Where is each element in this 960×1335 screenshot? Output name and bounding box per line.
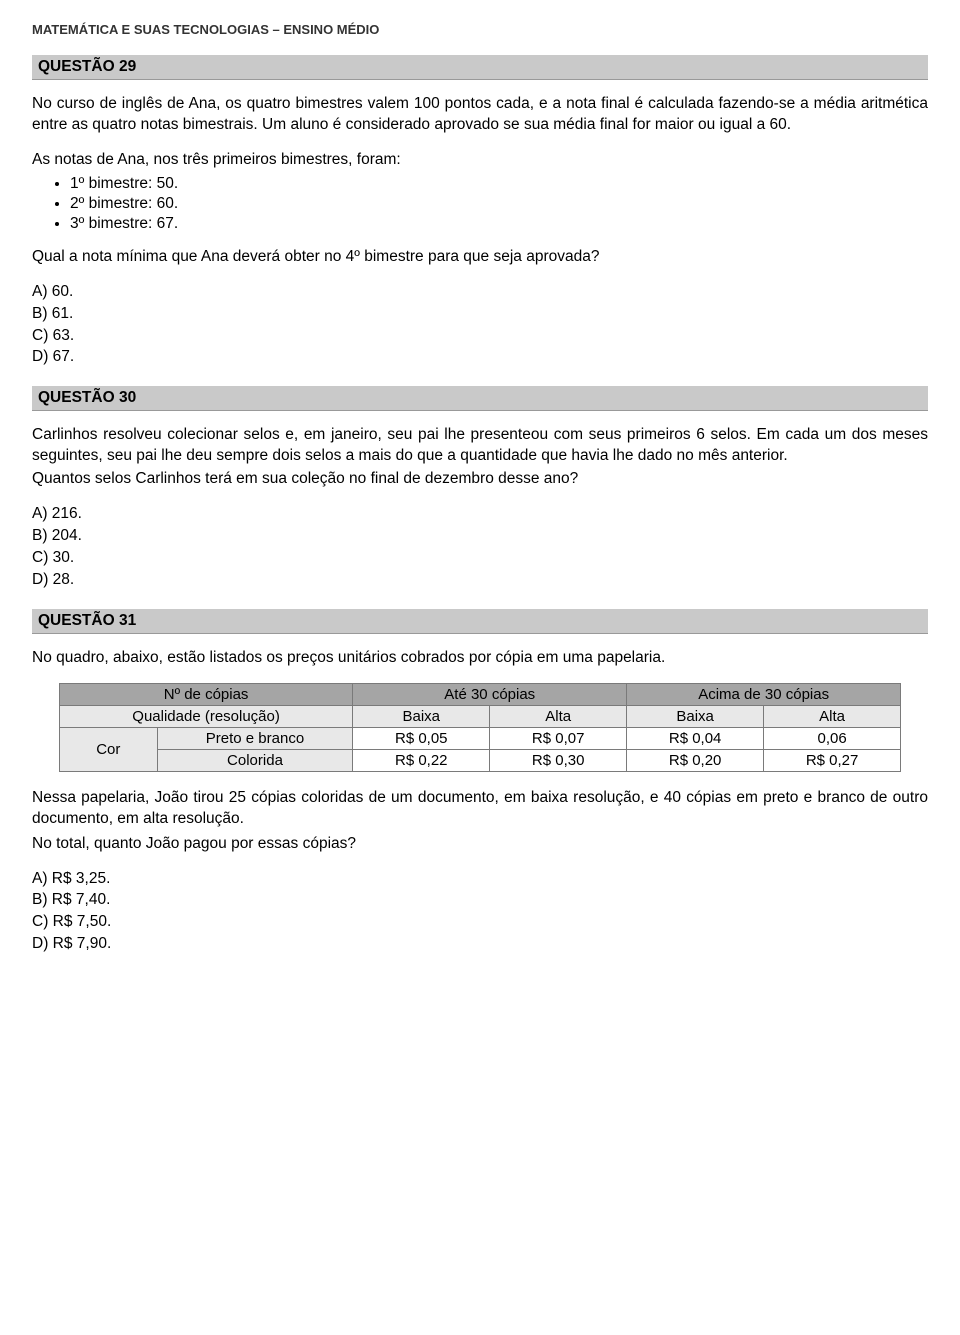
q30-option-d: D) 28. [32,570,928,591]
th-high-2: Alta [764,705,901,727]
q29-options: A) 60. B) 61. C) 63. D) 67. [32,282,928,369]
th-high-1: Alta [490,705,627,727]
q29-bullet-item: 2º bimestre: 60. [70,195,928,213]
price-table: Nº de cópias Até 30 cópias Acima de 30 c… [59,683,901,772]
page-header: MATEMÁTICA E SUAS TECNOLOGIAS – ENSINO M… [32,22,928,37]
cell: R$ 0,30 [490,749,627,771]
q31-stem-2: Nessa papelaria, João tirou 25 cópias co… [32,788,928,830]
q29-bullet-item: 1º bimestre: 50. [70,175,928,193]
cell: R$ 0,22 [353,749,490,771]
q30-stem-1: Carlinhos resolveu colecionar selos e, e… [32,425,928,467]
th-copies: Nº de cópias [59,683,352,705]
cell: R$ 0,27 [764,749,901,771]
question-29-header: QUESTÃO 29 [32,55,928,80]
row-color-label: Colorida [157,749,353,771]
q31-stem-1: No quadro, abaixo, estão listados os pre… [32,648,928,669]
cell: R$ 0,05 [353,727,490,749]
th-quality: Qualidade (resolução) [59,705,352,727]
q30-option-b: B) 204. [32,526,928,547]
q29-stem-2: As notas de Ana, nos três primeiros bime… [32,150,928,171]
q31-option-b: B) R$ 7,40. [32,890,928,911]
q29-option-b: B) 61. [32,304,928,325]
th-low-1: Baixa [353,705,490,727]
th-above30: Acima de 30 cópias [627,683,901,705]
cell: R$ 0,07 [490,727,627,749]
q30-prompt: Quantos selos Carlinhos terá em sua cole… [32,469,928,490]
q29-option-a: A) 60. [32,282,928,303]
q29-bullet-list: 1º bimestre: 50. 2º bimestre: 60. 3º bim… [32,175,928,233]
q30-options: A) 216. B) 204. C) 30. D) 28. [32,504,928,591]
q31-option-d: D) R$ 7,90. [32,934,928,955]
rowgroup-cor: Cor [59,727,157,771]
question-30-header: QUESTÃO 30 [32,386,928,411]
cell: R$ 0,04 [627,727,764,749]
q31-option-a: A) R$ 3,25. [32,869,928,890]
q30-option-c: C) 30. [32,548,928,569]
q29-bullet-item: 3º bimestre: 67. [70,215,928,233]
q30-option-a: A) 216. [32,504,928,525]
q29-prompt: Qual a nota mínima que Ana deverá obter … [32,247,928,268]
q31-option-c: C) R$ 7,50. [32,912,928,933]
q31-prompt: No total, quanto João pagou por essas có… [32,834,928,855]
cell: R$ 0,20 [627,749,764,771]
q31-options: A) R$ 3,25. B) R$ 7,40. C) R$ 7,50. D) R… [32,869,928,956]
q29-stem-1: No curso de inglês de Ana, os quatro bim… [32,94,928,136]
q29-option-d: D) 67. [32,347,928,368]
question-31-header: QUESTÃO 31 [32,609,928,634]
cell: 0,06 [764,727,901,749]
q29-option-c: C) 63. [32,326,928,347]
th-upto30: Até 30 cópias [353,683,627,705]
th-low-2: Baixa [627,705,764,727]
row-pb-label: Preto e branco [157,727,353,749]
